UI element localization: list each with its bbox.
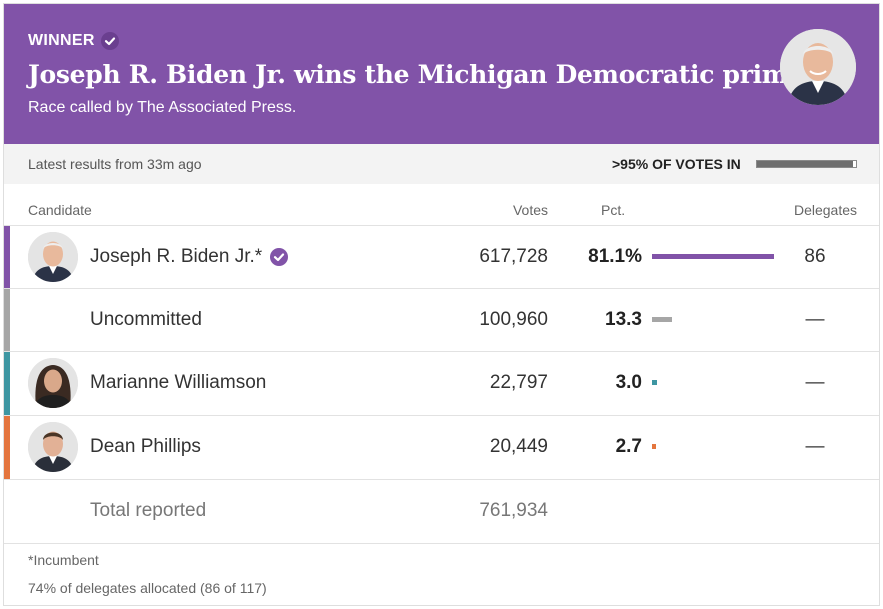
candidate-pct: 13.3 bbox=[605, 309, 642, 330]
candidate-name: Marianne Williamson bbox=[90, 372, 266, 394]
candidate-row-biden: Joseph R. Biden Jr.* 617,728 81.1% 86 bbox=[4, 225, 879, 289]
col-header-votes: Votes bbox=[512, 202, 548, 218]
total-votes: 761,934 bbox=[479, 500, 548, 521]
col-header-candidate: Candidate bbox=[28, 202, 92, 218]
candidate-row-williamson: Marianne Williamson 22,797 3.0 — bbox=[4, 351, 879, 415]
headline: Joseph R. Biden Jr. wins the Michigan De… bbox=[28, 60, 837, 89]
race-called-note: Race called by The Associated Press. bbox=[28, 99, 297, 116]
votes-in-progress-fill bbox=[757, 161, 854, 167]
candidate-name: Dean Phillips bbox=[90, 436, 201, 458]
candidate-votes: 100,960 bbox=[479, 309, 548, 330]
candidate-name: Uncommitted bbox=[90, 309, 202, 331]
pct-bar bbox=[652, 380, 657, 385]
votes-in-progress bbox=[756, 160, 857, 168]
candidate-row-phillips: Dean Phillips 20,449 2.7 — bbox=[4, 415, 879, 479]
candidate-name-text: Joseph R. Biden Jr.* bbox=[90, 246, 263, 267]
pct-bar bbox=[652, 444, 656, 449]
candidate-photo-biden bbox=[28, 232, 78, 282]
winner-label: WINNER bbox=[28, 32, 119, 50]
pct-bar bbox=[652, 317, 672, 322]
pct-bar bbox=[652, 254, 774, 259]
candidate-pct: 3.0 bbox=[615, 372, 642, 393]
candidate-photo-phillips bbox=[28, 422, 78, 472]
candidate-name-text: Marianne Williamson bbox=[90, 372, 267, 393]
candidate-delegates: 86 bbox=[804, 246, 826, 267]
candidate-delegates: — bbox=[805, 309, 825, 330]
row-color-stripe bbox=[4, 226, 10, 289]
row-color-stripe bbox=[4, 416, 10, 479]
candidate-pct: 2.7 bbox=[615, 436, 642, 457]
candidate-name-text: Dean Phillips bbox=[90, 436, 201, 457]
col-header-delegates: Delegates bbox=[793, 202, 857, 218]
candidate-delegates: — bbox=[805, 372, 825, 393]
winner-banner: WINNER Joseph R. Biden Jr. wins the Mich… bbox=[4, 4, 879, 144]
candidate-pct: 81.1% bbox=[588, 246, 642, 267]
results-status-bar: Latest results from 33m ago >95% OF VOTE… bbox=[4, 144, 879, 184]
candidate-name: Joseph R. Biden Jr.* bbox=[90, 246, 289, 268]
row-color-stripe bbox=[4, 352, 10, 415]
winner-text: WINNER bbox=[28, 32, 95, 49]
checkmark-icon bbox=[100, 32, 119, 50]
delegates-allocated-note: 74% of delegates allocated (86 of 117) bbox=[28, 580, 267, 596]
candidate-photo-williamson bbox=[28, 358, 78, 408]
candidate-votes: 22,797 bbox=[489, 372, 548, 393]
candidate-delegates: — bbox=[805, 436, 825, 457]
total-reported-row: Total reported 761,934 bbox=[4, 479, 879, 544]
votes-in-label: >95% OF VOTES IN bbox=[612, 156, 741, 172]
incumbent-note: *Incumbent bbox=[28, 552, 99, 568]
winner-photo bbox=[780, 29, 856, 105]
col-header-pct: Pct. bbox=[601, 202, 626, 218]
candidate-name-text: Uncommitted bbox=[90, 309, 202, 330]
candidate-votes: 617,728 bbox=[479, 246, 548, 267]
winner-checkmark-icon bbox=[270, 248, 289, 266]
candidate-votes: 20,449 bbox=[489, 436, 548, 457]
row-color-stripe bbox=[4, 289, 10, 352]
candidate-row-uncommitted: Uncommitted 100,960 13.3 — bbox=[4, 288, 879, 352]
total-label: Total reported bbox=[90, 500, 207, 521]
results-widget: WINNER Joseph R. Biden Jr. wins the Mich… bbox=[3, 3, 880, 606]
latest-results-time: Latest results from 33m ago bbox=[28, 156, 202, 172]
